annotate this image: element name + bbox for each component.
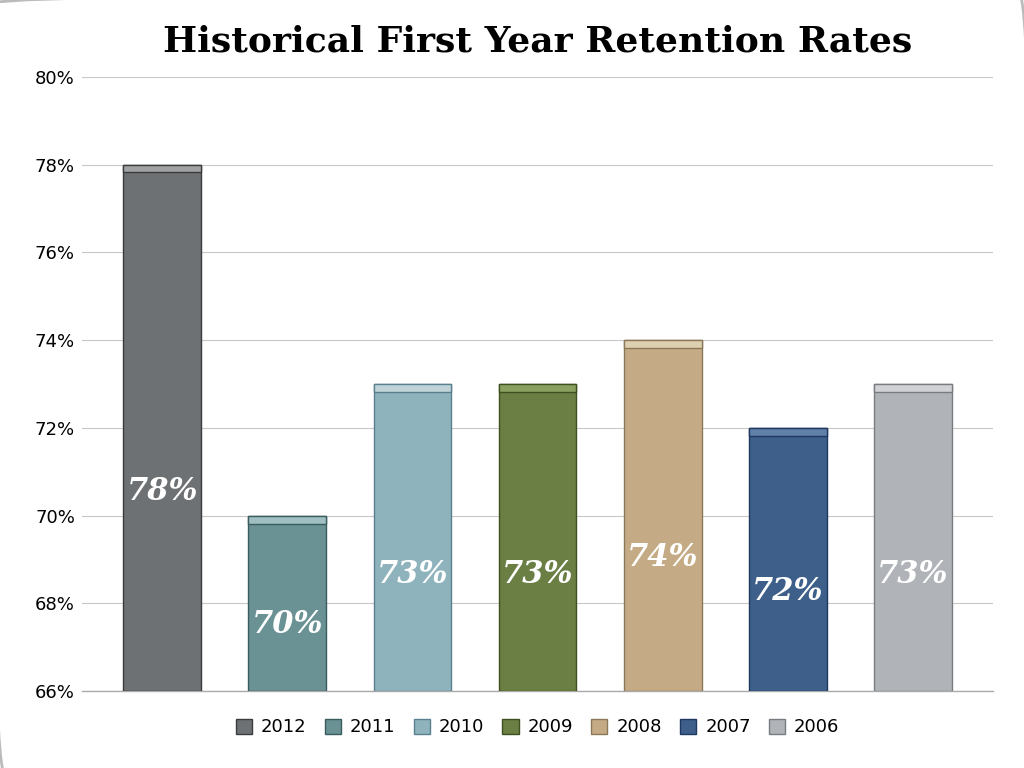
Bar bbox=[874, 384, 952, 392]
Bar bbox=[499, 384, 577, 691]
Bar bbox=[123, 164, 201, 173]
Text: 73%: 73% bbox=[502, 559, 573, 590]
Bar bbox=[874, 384, 952, 691]
Bar bbox=[374, 384, 452, 392]
Legend: 2012, 2011, 2010, 2009, 2008, 2007, 2006: 2012, 2011, 2010, 2009, 2008, 2007, 2006 bbox=[228, 711, 847, 743]
Bar bbox=[624, 340, 701, 691]
Text: 70%: 70% bbox=[252, 609, 323, 640]
Text: 74%: 74% bbox=[627, 542, 698, 573]
Text: 73%: 73% bbox=[878, 559, 949, 590]
Bar bbox=[750, 428, 826, 435]
Text: 78%: 78% bbox=[126, 475, 198, 507]
Bar bbox=[374, 384, 452, 691]
Title: Historical First Year Retention Rates: Historical First Year Retention Rates bbox=[163, 25, 912, 59]
Bar bbox=[123, 164, 201, 691]
Bar bbox=[249, 515, 326, 691]
Bar bbox=[249, 515, 326, 524]
Bar bbox=[624, 340, 701, 348]
Text: 72%: 72% bbox=[753, 576, 823, 607]
Text: 73%: 73% bbox=[377, 559, 449, 590]
Bar bbox=[499, 384, 577, 392]
Bar bbox=[750, 428, 826, 691]
